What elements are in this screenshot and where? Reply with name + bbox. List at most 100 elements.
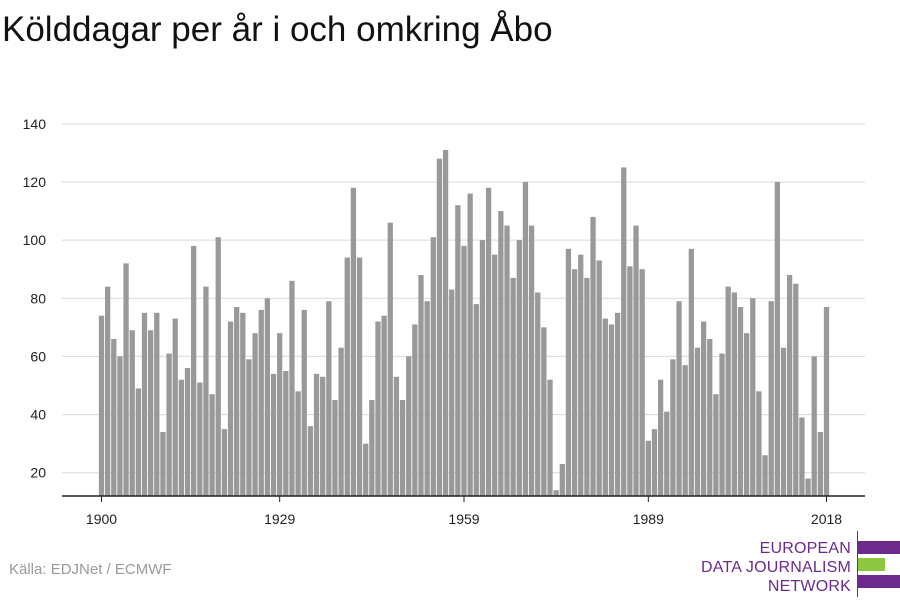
- bar: [350, 187, 357, 497]
- logo-line-1: EUROPEAN: [759, 540, 851, 557]
- x-tick-label: 1959: [448, 511, 479, 527]
- bar: [455, 205, 461, 496]
- bar: [283, 370, 289, 496]
- x-tick-label: 2018: [811, 511, 842, 527]
- bar: [326, 301, 332, 496]
- bar: [295, 391, 301, 496]
- bar: [209, 394, 215, 496]
- bar: [129, 330, 135, 496]
- source-credit: Källa: EDJNet / ECMWF: [9, 561, 172, 578]
- bar: [240, 312, 246, 496]
- bar: [442, 149, 449, 496]
- bar: [387, 222, 393, 496]
- bar: [786, 275, 793, 496]
- bar: [436, 158, 443, 496]
- bar: [725, 286, 731, 496]
- bar: [516, 240, 522, 496]
- bar: [258, 309, 264, 496]
- x-tick-label: 1900: [86, 511, 117, 527]
- y-axis-ticks: 20 40 60 80 100 120 140: [23, 116, 47, 481]
- bar: [750, 298, 756, 496]
- bar: [719, 353, 725, 496]
- bar: [621, 167, 627, 496]
- bar: [301, 309, 307, 496]
- bar: [774, 181, 780, 496]
- bar: [479, 240, 486, 496]
- bar: [406, 356, 412, 496]
- bars: [98, 149, 830, 497]
- bar: [700, 321, 707, 496]
- bar: [418, 275, 424, 496]
- bar: [817, 432, 823, 496]
- edjnet-logo: EUROPEAN DATA JOURNALISM NETWORK: [700, 531, 900, 597]
- bar: [485, 187, 492, 497]
- bar: [510, 277, 516, 496]
- bar: [264, 298, 271, 496]
- bar: [670, 359, 676, 496]
- bar: [731, 292, 737, 496]
- bar: [811, 356, 817, 496]
- bar: [215, 237, 221, 496]
- bar: [541, 327, 547, 496]
- bar: [197, 382, 203, 496]
- bar: [676, 301, 682, 496]
- bar: [430, 237, 436, 496]
- bar: [522, 181, 529, 496]
- y-tick-label: 140: [23, 116, 47, 132]
- bar: [277, 333, 283, 496]
- bar: [492, 254, 498, 496]
- bar: [160, 432, 166, 496]
- x-axis-ticks: 1900 1929 1959 1989 2018: [86, 496, 842, 527]
- bar: [535, 292, 541, 496]
- logo-line-2: DATA JOURNALISM: [701, 559, 851, 576]
- bar: [614, 312, 621, 496]
- bar: [375, 321, 381, 496]
- logo-divider: [857, 531, 858, 597]
- bar: [461, 245, 467, 496]
- x-tick-label: 1989: [633, 511, 664, 527]
- bar: [467, 193, 473, 496]
- bar: [141, 312, 148, 496]
- y-tick-label: 40: [30, 407, 46, 423]
- bar: [657, 379, 664, 496]
- bar: [528, 225, 535, 497]
- bar: [289, 280, 295, 496]
- bar: [590, 216, 596, 496]
- y-tick-label: 80: [30, 290, 46, 306]
- bar: [178, 379, 185, 496]
- bar: [762, 455, 768, 496]
- bar: [148, 330, 154, 496]
- bar: [713, 394, 719, 496]
- bar: [571, 269, 578, 496]
- bar: [780, 347, 787, 496]
- bar: [221, 429, 228, 496]
- bar: [498, 211, 504, 497]
- bar: [682, 365, 688, 496]
- bar: [799, 417, 805, 496]
- bar: [399, 400, 406, 496]
- bar: [234, 307, 240, 496]
- bar: [313, 373, 320, 496]
- bar: [338, 347, 344, 496]
- bar: [584, 277, 590, 496]
- bar: [743, 333, 750, 496]
- bar: [320, 376, 326, 496]
- y-tick-label: 60: [30, 348, 46, 364]
- bar: [559, 464, 565, 496]
- y-tick-label: 120: [23, 174, 47, 190]
- bar: [166, 353, 172, 496]
- bar: [105, 286, 111, 496]
- bar: [356, 257, 363, 496]
- bar: [369, 400, 375, 496]
- bar: [608, 324, 615, 496]
- bar: [203, 286, 209, 496]
- bar: [553, 490, 559, 496]
- bar: [823, 307, 830, 496]
- y-tick-label: 20: [30, 465, 46, 481]
- bar: [381, 315, 387, 496]
- logo-bar-top: [858, 541, 900, 554]
- bar: [578, 254, 584, 496]
- bar: [664, 411, 670, 496]
- logo-text: EUROPEAN DATA JOURNALISM NETWORK: [701, 539, 851, 596]
